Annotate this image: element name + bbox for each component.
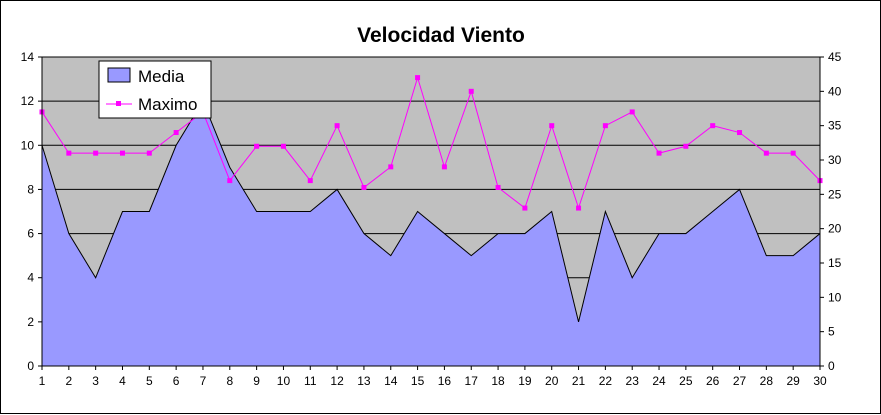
point-maximo (495, 184, 501, 190)
y-tick-label-right: 45 (828, 50, 842, 64)
point-maximo (576, 205, 582, 211)
area-media (42, 101, 820, 367)
point-maximo (307, 178, 313, 184)
x-tick-label: 25 (679, 374, 693, 388)
point-maximo (388, 164, 394, 170)
legend-label-maximo: Maximo (138, 95, 198, 114)
y-tick-label-left: 4 (27, 271, 34, 285)
y-tick-label-left: 0 (27, 359, 34, 373)
point-maximo (415, 75, 421, 81)
point-maximo (66, 150, 72, 156)
y-tick-label-left: 12 (21, 94, 35, 108)
point-maximo (280, 143, 286, 149)
x-tick-label: 20 (545, 374, 559, 388)
x-tick-label: 12 (330, 374, 344, 388)
x-tick-label: 9 (253, 374, 260, 388)
x-tick-label: 21 (572, 374, 586, 388)
point-maximo (683, 143, 689, 149)
x-tick-label: 17 (465, 374, 479, 388)
point-maximo (173, 130, 179, 136)
line-maximo (41, 75, 821, 210)
y-tick-label-left: 2 (27, 315, 34, 329)
point-maximo (361, 184, 367, 190)
y-tick-label-left: 6 (27, 227, 34, 241)
x-tick-label: 13 (357, 374, 371, 388)
x-tick-label: 18 (491, 374, 505, 388)
x-tick-label: 24 (652, 374, 666, 388)
point-maximo (227, 178, 233, 184)
x-tick-label: 19 (518, 374, 532, 388)
y-tick-label-right: 10 (828, 290, 842, 304)
chart-title: Velocidad Viento (357, 24, 525, 47)
x-tick-label: 28 (760, 374, 774, 388)
y-tick-label-right: 35 (828, 119, 842, 133)
x-tick-label: 23 (626, 374, 640, 388)
x-tick-label: 22 (599, 374, 613, 388)
y-tick-label-right: 20 (828, 222, 842, 236)
x-tick-label: 15 (411, 374, 425, 388)
legend-label-media: Media (138, 67, 185, 86)
area-media-outline (41, 100, 821, 322)
x-tick-label: 2 (65, 374, 72, 388)
legend-marker-maximo (116, 101, 121, 106)
point-maximo (146, 150, 152, 156)
point-maximo (522, 205, 528, 211)
x-tick-label: 29 (786, 374, 800, 388)
point-maximo (93, 150, 99, 156)
y-tick-label-right: 30 (828, 153, 842, 167)
plot-area (39, 56, 823, 367)
x-tick-label: 3 (92, 374, 99, 388)
y-tick-label-right: 40 (828, 84, 842, 98)
y-tick-label-right: 15 (828, 256, 842, 270)
y-tick-label-left: 8 (27, 182, 34, 196)
x-tick-label: 30 (813, 374, 827, 388)
legend-swatch-media (107, 67, 131, 83)
point-maximo (254, 143, 260, 149)
point-maximo (737, 130, 743, 136)
point-maximo (790, 150, 796, 156)
y-tick-label-left: 10 (21, 138, 35, 152)
x-tick-label: 8 (226, 374, 233, 388)
point-maximo (710, 123, 716, 129)
point-maximo (119, 150, 125, 156)
point-maximo (656, 150, 662, 156)
x-tick-label: 7 (200, 374, 207, 388)
x-tick-label: 11 (304, 374, 317, 388)
x-tick-label: 5 (146, 374, 153, 388)
x-tick-label: 16 (438, 374, 452, 388)
y-tick-label-right: 0 (828, 359, 835, 373)
x-tick-label: 6 (173, 374, 180, 388)
x-tick-label: 27 (733, 374, 747, 388)
point-maximo (468, 88, 474, 94)
point-maximo (549, 123, 555, 129)
x-tick-label: 26 (706, 374, 720, 388)
point-maximo (602, 123, 608, 129)
point-maximo (334, 123, 340, 129)
x-tick-label: 1 (39, 374, 46, 388)
legend: Media Maximo (98, 60, 212, 119)
point-maximo (629, 109, 635, 115)
y-tick-label-right: 25 (828, 187, 842, 201)
point-maximo (441, 164, 447, 170)
x-tick-label: 4 (119, 374, 126, 388)
point-maximo (763, 150, 769, 156)
y-tick-label-right: 5 (828, 325, 835, 339)
y-tick-label-left: 14 (21, 50, 35, 64)
x-tick-label: 14 (384, 374, 398, 388)
x-tick-label: 10 (277, 374, 291, 388)
